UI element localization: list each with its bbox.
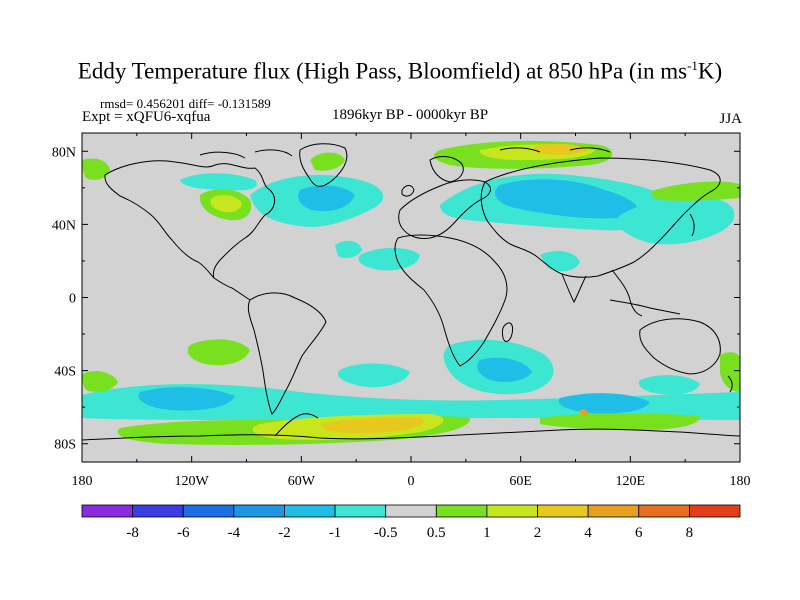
region-eurasia-core [495,179,638,219]
colorbar-swatch [537,504,589,518]
colorbar-swatch [587,504,640,518]
lon-label: 0 [408,474,415,489]
colorbar-label: -0.5 [374,525,398,541]
lat-label: 0 [69,292,76,307]
colorbar-swatch [182,504,235,518]
axis-ticks [81,133,741,462]
coast-new-zealand [727,375,733,393]
colorbar: -8 -6 -4 -2 -1 -0.5 0.5 1 2 4 6 8 [81,504,741,541]
lat-label: 80S [54,438,76,453]
region-tasman-negative [638,375,700,395]
colorbar-label: -4 [228,525,241,541]
longitude-labels: 180 120W 60W 0 60E 120E 180 [72,474,751,489]
coast-india [561,273,587,304]
region-arabian-sea-negative [540,250,580,272]
latitude-labels: 80N 40N 0 40S 80S [52,145,76,452]
colorbar-swatch [435,504,488,518]
stats-text: rmsd= 0.456201 diff= -0.131589 [100,96,271,111]
coast-africa [394,234,508,367]
region-north-atlantic-core [298,185,355,212]
chart-title: Eddy Temperature flux (High Pass, Bloomf… [77,58,723,84]
coast-madagascar [501,322,513,342]
colorbar-swatch [284,504,336,518]
lon-label: 180 [72,474,93,489]
region-ross-sea-positive [540,413,701,430]
colorbar-swatch [334,504,387,518]
region-south-pacific-negative-core [138,387,235,411]
lat-label: 40S [54,365,76,380]
region-siberia-negative [616,196,735,245]
region-south-pacific-positive [187,339,250,366]
colorbar-label: 0.5 [427,525,446,541]
coast-arctic-islands [199,147,611,159]
colorbar-label: 8 [686,525,694,541]
coast-british-isles [401,185,415,197]
coast-southeast-asia [611,269,643,317]
colorbar-label: 6 [635,525,643,541]
coast-antarctic-peninsula [274,413,319,437]
lon-label: 120E [616,474,646,489]
region-southern-indian-ocean-core [558,393,650,414]
colorbar-label: -8 [126,525,139,541]
lon-label: 120W [175,474,210,489]
region-tropical-atlantic-negative [358,247,420,271]
coast-indonesia [609,299,681,315]
colorbar-label: -1 [329,525,342,541]
region-west-africa-negative [335,240,362,258]
colorbar-label: 1 [483,525,491,541]
region-weddell-small-positive [580,409,588,416]
lat-label: 80N [52,145,76,160]
region-southern-ocean-negative [82,384,740,420]
coast-south-america [247,292,327,415]
region-east-pacific-positive [720,352,740,392]
colorbar-label: 2 [534,525,542,541]
region-alaska-positive [82,158,110,180]
colorbar-swatch [132,504,184,518]
period-label: 1896kyr BP - 0000kyr BP [331,107,489,123]
coast-north-america [104,160,276,279]
region-arctic-strong-positive [533,143,588,155]
coastlines [82,143,740,441]
experiment-label: Expt = xQFU6-xqfua [82,109,211,125]
colorbar-swatch [81,504,134,518]
colorbar-swatch [638,504,690,518]
colorbar-swatch [233,504,285,518]
region-west-pacific-positive [82,371,118,392]
region-southern-ocean-strong-positive [320,417,424,434]
coast-antarctica [82,428,740,441]
region-south-atlantic-negative [338,363,410,388]
region-north-america-negative [180,173,257,191]
lon-label: 60E [509,474,532,489]
colorbar-swatch [688,504,741,518]
season-label: JJA [719,111,742,127]
coast-australia [639,318,721,375]
colorbar-swatch [486,504,538,518]
region-north-america-mid-positive [210,194,242,213]
region-greenland-positive [310,152,345,171]
coast-central-america [213,277,251,301]
coast-scandinavia [429,156,464,183]
colorbar-label: -6 [177,525,190,541]
colorbar-swatch [385,504,437,518]
colorbar-label: -2 [278,525,291,541]
coast-japan [689,213,695,237]
coast-asia [480,157,721,278]
lon-label: 180 [730,474,751,489]
lat-label: 40N [52,218,76,233]
coast-greenland [299,143,348,187]
lon-label: 60W [288,474,316,489]
coast-europe [398,179,491,239]
flux-field [82,140,740,445]
colorbar-label: 4 [584,525,592,541]
region-south-indian-core [477,357,532,382]
